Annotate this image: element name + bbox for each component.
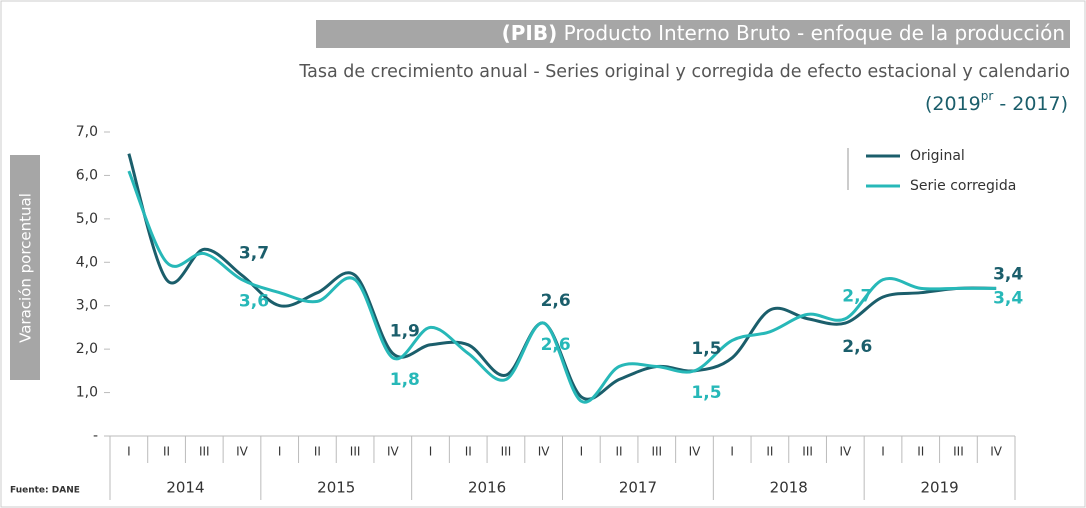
title-bold: (PIB) <box>502 21 558 45</box>
period: (2019pr - 2017) <box>925 89 1068 115</box>
x-tick-label: I <box>278 445 282 459</box>
x-tick-label: III <box>953 445 964 459</box>
data-label: 1,5 <box>691 339 721 359</box>
year-label: 2018 <box>770 479 808 497</box>
x-tick-label: III <box>651 445 662 459</box>
x-tick-label: IV <box>538 445 551 459</box>
y-tick-label: 2,0 <box>76 341 98 357</box>
data-label: 1,5 <box>691 383 721 403</box>
x-tick-label: I <box>580 445 584 459</box>
data-label: 3,6 <box>239 292 269 312</box>
x-tick-label: IV <box>387 445 400 459</box>
x-tick-label: IV <box>236 445 249 459</box>
y-tick-label: - <box>93 428 98 444</box>
x-tick-label: II <box>616 445 623 459</box>
data-label: 2,6 <box>541 291 571 311</box>
x-tick-label: II <box>917 445 924 459</box>
year-label: 2019 <box>920 479 958 497</box>
x-tick-label: I <box>730 445 734 459</box>
x-tick-label: III <box>350 445 361 459</box>
data-label: 2,6 <box>842 337 872 357</box>
data-label: 2,7 <box>842 287 872 307</box>
x-tick-label: IV <box>990 445 1003 459</box>
legend-label: Serie corregida <box>910 178 1016 194</box>
year-label: 2017 <box>619 479 657 497</box>
x-tick-label: III <box>199 445 210 459</box>
x-tick-label: I <box>127 445 131 459</box>
year-label: 2014 <box>166 479 204 497</box>
x-tick-label: I <box>429 445 433 459</box>
data-label: 3,7 <box>239 243 269 263</box>
ylabel-box <box>10 155 40 380</box>
series-line <box>127 170 997 404</box>
data-label: 1,9 <box>390 321 420 341</box>
year-label: 2015 <box>317 479 355 497</box>
x-tick-label: IV <box>689 445 702 459</box>
chart-title: (PIB) Producto Interno Bruto - enfoque d… <box>502 21 1065 45</box>
legend-label: Original <box>910 148 965 164</box>
y-axis-label: Varación porcentual <box>17 193 35 343</box>
x-tick-label: IV <box>839 445 852 459</box>
year-label: 2016 <box>468 479 506 497</box>
period-start: (2019 <box>925 93 981 115</box>
x-tick-label: III <box>501 445 512 459</box>
y-tick-label: 7,0 <box>76 124 98 140</box>
y-tick-label: 1,0 <box>76 385 98 401</box>
x-tick-label: II <box>314 445 321 459</box>
period-sup: pr <box>981 89 994 103</box>
y-tick-label: 4,0 <box>76 254 98 270</box>
x-tick-label: II <box>163 445 170 459</box>
y-tick-label: 6,0 <box>76 167 98 183</box>
data-label: 1,8 <box>390 370 420 390</box>
x-tick-label: I <box>881 445 885 459</box>
subtitle: Tasa de crecimiento anual - Series origi… <box>298 62 1070 82</box>
data-label: 3,4 <box>993 264 1023 284</box>
data-label: 2,6 <box>541 335 571 355</box>
source: Fuente: DANE <box>10 486 80 496</box>
y-tick-label: 3,0 <box>76 298 98 314</box>
period-end: - 2017) <box>993 93 1068 115</box>
x-tick-label: II <box>766 445 773 459</box>
data-label: 3,4 <box>993 288 1023 308</box>
x-tick-label: II <box>465 445 472 459</box>
title-bar <box>316 20 1070 48</box>
title-text: Producto Interno Bruto - enfoque de la p… <box>564 21 1065 45</box>
x-tick-label: III <box>802 445 813 459</box>
y-tick-label: 5,0 <box>76 211 98 227</box>
